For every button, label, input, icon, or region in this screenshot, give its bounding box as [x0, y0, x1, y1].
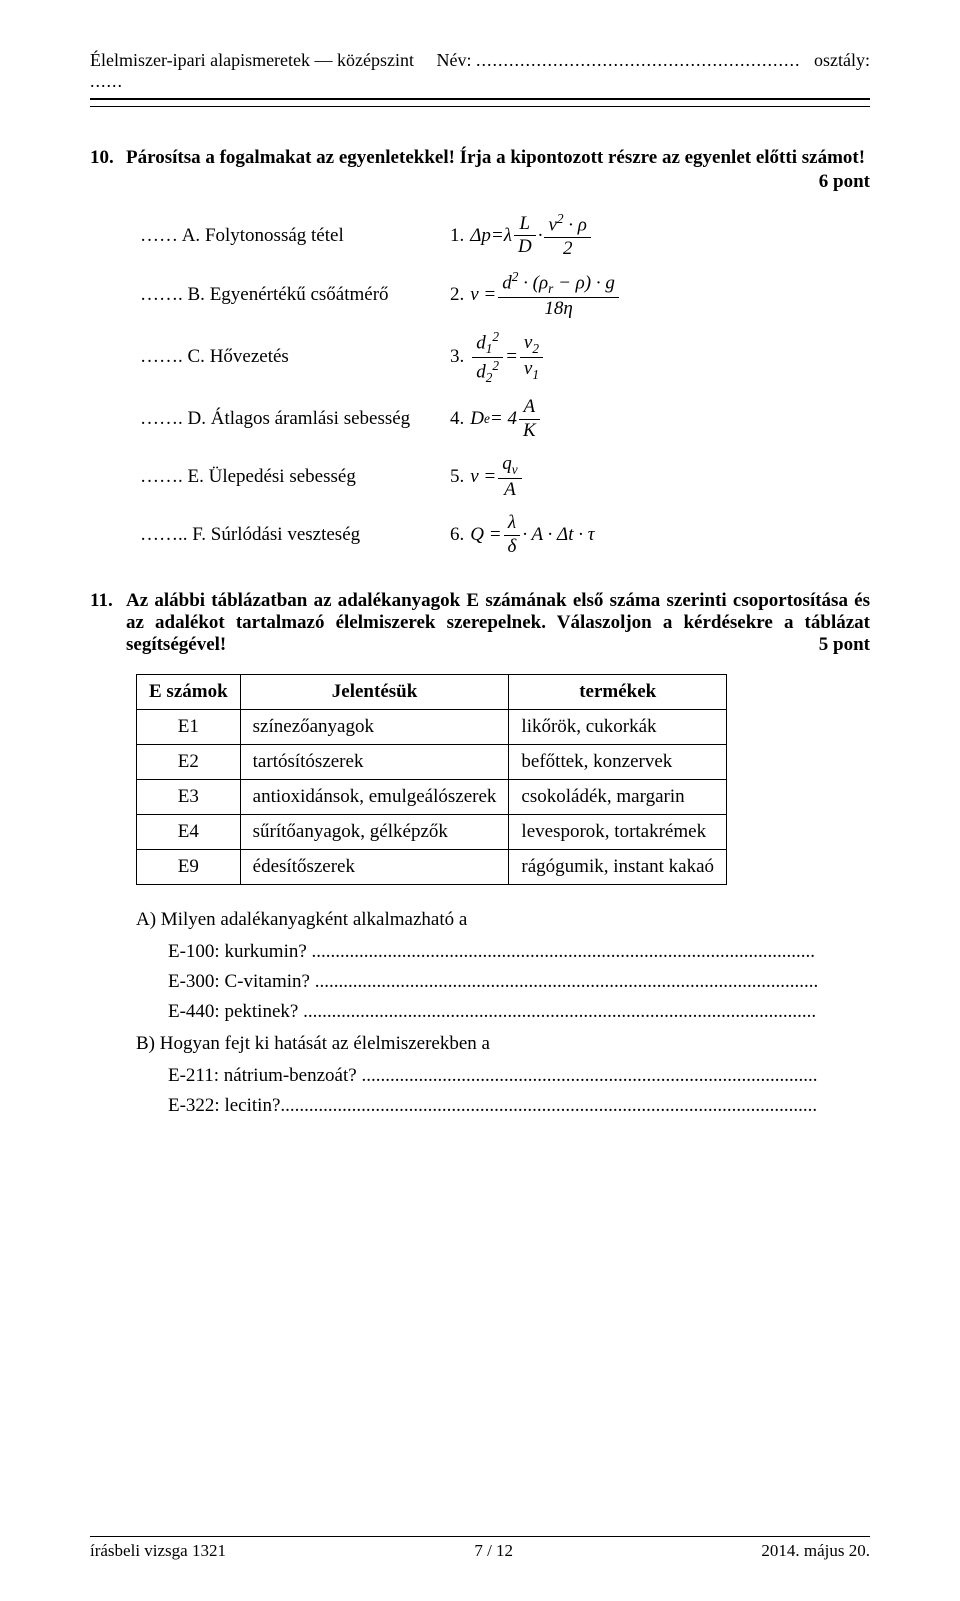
table-row: E2 tartósítószerek befőttek, konzervek	[137, 745, 727, 780]
e-numbers-table: E számok Jelentésük termékek E1 színezőa…	[136, 674, 727, 885]
q10-eq-5: 5. v = qvA	[450, 453, 870, 502]
q10-points: 6 pont	[126, 171, 870, 193]
question-11: 11. Az alábbi táblázatban az adalékanyag…	[90, 590, 870, 1117]
q10-text: Párosítsa a fogalmakat az egyenletekkel!…	[126, 147, 870, 193]
q11-partB-prompt: B) Hogyan fejt ki hatását az élelmiszere…	[136, 1033, 870, 1055]
q11-partB-line1: E-211: nátrium-benzoát? ................…	[168, 1065, 870, 1087]
th-eszamok: E számok	[137, 675, 241, 710]
q11-partA-prompt: A) Milyen adalékanyagként alkalmazható a	[136, 909, 870, 931]
q10-eq-2: 2. v = d2 · (ρr − ρ) · g 18η	[450, 269, 870, 321]
footer-right: 2014. május 20.	[761, 1541, 870, 1561]
q10-row-6: …….. F. Súrlódási veszteség 6. Q = λδ · …	[140, 510, 870, 560]
table-row: E1 színezőanyagok likőrök, cukorkák	[137, 710, 727, 745]
q10-eq-3: 3. d12 d22 = v2 v1	[450, 329, 870, 386]
header-class-dots: ......	[90, 71, 123, 91]
q10-row-4: ……. D. Átlagos áramlási sebesség 4. De =…	[140, 394, 870, 444]
table-row: E4 sűrítőanyagok, gélképzők levesporok, …	[137, 815, 727, 850]
q10-row-3: ……. C. Hővezetés 3. d12 d22 = v2 v1	[140, 329, 870, 386]
question-10: 10. Párosítsa a fogalmakat az egyenletek…	[90, 147, 870, 560]
q11-partA-line2: E-300: C-vitamin? ......................…	[168, 971, 870, 993]
table-header-row: E számok Jelentésük termékek	[137, 675, 727, 710]
q10-eq-4: 4. De = 4 AK	[450, 396, 870, 443]
q10-row-1: …… A. Folytonosság tétel 1. Δp = λ LD · …	[140, 211, 870, 261]
header-class-label: osztály:	[814, 50, 870, 70]
page-footer: írásbeli vizsga 1321 7 / 12 2014. május …	[90, 1536, 870, 1561]
q11-text: Az alábbi táblázatban az adalékanyagok E…	[126, 590, 870, 656]
q10-eq-6: 6. Q = λδ · A · Δt · τ	[450, 512, 870, 559]
q11-points: 5 pont	[819, 634, 870, 656]
q11-partB-line2: E-322: lecitin?.........................…	[168, 1095, 870, 1117]
header-subject: Élelmiszer-ipari alapismeretek — középsz…	[90, 50, 414, 70]
q10-row-5: ……. E. Ülepedési sebesség 5. v = qvA	[140, 452, 870, 502]
footer-left: írásbeli vizsga 1321	[90, 1541, 226, 1561]
q11-number: 11.	[90, 590, 126, 656]
page-header: Élelmiszer-ipari alapismeretek — középsz…	[90, 50, 870, 100]
header-rule	[90, 106, 870, 107]
th-termekek: termékek	[509, 675, 727, 710]
q10-row-2: ……. B. Egyenértékű csőátmérő 2. v = d2 ·…	[140, 269, 870, 321]
th-jelentesuk: Jelentésük	[240, 675, 509, 710]
table-row: E3 antioxidánsok, emulgeálószerek csokol…	[137, 780, 727, 815]
q11-partA-line3: E-440: pektinek? .......................…	[168, 1001, 870, 1023]
q10-number: 10.	[90, 147, 126, 193]
q11-partA-line1: E-100: kurkumin? .......................…	[168, 941, 870, 963]
q10-eq-1: 1. Δp = λ LD · v2 · ρ2	[450, 211, 870, 261]
footer-center: 7 / 12	[474, 1541, 513, 1561]
table-row: E9 édesítőszerek rágógumik, instant kaka…	[137, 850, 727, 885]
header-name-dots: ........................................…	[476, 50, 801, 70]
header-name-label: Név:	[437, 50, 472, 70]
